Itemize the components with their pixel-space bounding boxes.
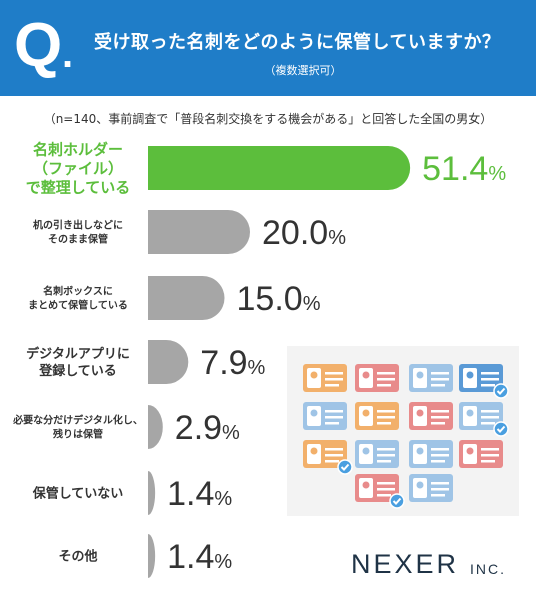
card-head-1	[362, 371, 370, 379]
card-line-b-1	[377, 378, 395, 381]
q-mark: Q	[14, 11, 63, 80]
check-icon-8	[340, 463, 350, 471]
card-line-b-6	[431, 416, 449, 419]
card-line-a-10	[431, 448, 449, 451]
question-subtitle: （複数選択可）	[264, 64, 342, 77]
value-label-4: 2.9%	[175, 409, 240, 447]
category-label-4: 必要な分だけデジタル化し、残りは保管	[12, 414, 143, 441]
value-label-5: 1.4%	[167, 475, 232, 513]
card-line-c-8	[325, 460, 339, 463]
card-head-5	[362, 409, 370, 417]
card-head-8	[310, 447, 318, 455]
card-line-b-7	[481, 416, 499, 419]
question-title: 受け取った名刺をどのように保管していますか？	[94, 32, 501, 53]
bar-4	[148, 405, 163, 449]
card-line-a-0	[325, 372, 343, 375]
card-line-a-9	[377, 448, 395, 451]
card-line-c-5	[377, 422, 391, 425]
bar-5	[148, 471, 156, 515]
card-line-a-1	[377, 372, 395, 375]
value-label-1: 20.0%	[262, 214, 346, 252]
question-header: Q . 受け取った名刺をどのように保管していますか？ （複数選択可）	[0, 0, 536, 96]
category-label-3: デジタルアプリに登録している	[26, 346, 130, 379]
card-head-2	[416, 371, 424, 379]
card-line-a-3	[481, 372, 499, 375]
card-line-b-8	[325, 454, 343, 457]
card-line-c-1	[377, 384, 391, 387]
card-line-c-2	[431, 384, 445, 387]
bar-1	[148, 210, 250, 254]
card-line-c-4	[325, 422, 339, 425]
category-label-2: 名刺ボックスにまとめて保管している	[28, 285, 128, 312]
card-line-b-12	[377, 488, 395, 491]
card-line-b-0	[325, 378, 343, 381]
card-line-a-7	[481, 410, 499, 413]
card-line-c-9	[377, 460, 391, 463]
card-line-a-5	[377, 410, 395, 413]
card-line-b-3	[481, 378, 499, 381]
card-head-6	[416, 409, 424, 417]
brand-logo: NEXER	[351, 549, 460, 579]
category-label-0: 名刺ホルダー（ファイル）で整理している	[26, 140, 131, 196]
card-line-b-9	[377, 454, 395, 457]
card-line-c-0	[325, 384, 339, 387]
card-head-9	[362, 447, 370, 455]
card-line-c-13	[431, 494, 445, 497]
category-label-5: 保管していない	[32, 486, 124, 502]
value-label-0: 51.4%	[422, 150, 506, 188]
category-label-6: その他	[58, 549, 97, 565]
card-line-a-4	[325, 410, 343, 413]
bar-2	[148, 276, 225, 320]
card-line-b-11	[481, 454, 499, 457]
business-card-illustration	[287, 346, 519, 516]
category-label-1: 机の引き出しなどにそのまま保管	[33, 219, 123, 246]
card-line-a-11	[481, 448, 499, 451]
card-line-a-13	[431, 482, 449, 485]
card-line-b-10	[431, 454, 449, 457]
business-cards-icon	[303, 364, 509, 509]
card-head-7	[466, 409, 474, 417]
value-label-2: 15.0%	[237, 280, 321, 318]
bar-6	[148, 534, 156, 578]
check-icon-3	[496, 387, 506, 395]
bar-0	[148, 146, 411, 190]
value-label-3: 7.9%	[200, 344, 265, 382]
card-line-c-6	[431, 422, 445, 425]
survey-note: （n=140、事前調査で「普段名刺交換をする機会がある」と回答した全国の男女）	[43, 112, 493, 126]
card-head-4	[310, 409, 318, 417]
card-head-12	[362, 481, 370, 489]
card-line-b-5	[377, 416, 395, 419]
check-icon-12	[392, 497, 402, 505]
card-line-c-3	[481, 384, 495, 387]
card-head-0	[310, 371, 318, 379]
card-line-c-11	[481, 460, 495, 463]
card-head-10	[416, 447, 424, 455]
card-head-13	[416, 481, 424, 489]
card-line-a-6	[431, 410, 449, 413]
value-label-6: 1.4%	[167, 538, 232, 576]
brand-logo-suffix: INC.	[470, 561, 506, 577]
card-head-11	[466, 447, 474, 455]
card-line-c-12	[377, 494, 391, 497]
card-line-b-4	[325, 416, 343, 419]
card-line-b-2	[431, 378, 449, 381]
card-line-a-2	[431, 372, 449, 375]
card-line-c-10	[431, 460, 445, 463]
card-line-c-7	[481, 422, 495, 425]
card-line-a-8	[325, 448, 343, 451]
card-line-a-12	[377, 482, 395, 485]
card-head-3	[466, 371, 474, 379]
bar-3	[148, 340, 189, 384]
card-line-b-13	[431, 488, 449, 491]
q-dot: .	[62, 32, 74, 76]
check-icon-7	[496, 425, 506, 433]
